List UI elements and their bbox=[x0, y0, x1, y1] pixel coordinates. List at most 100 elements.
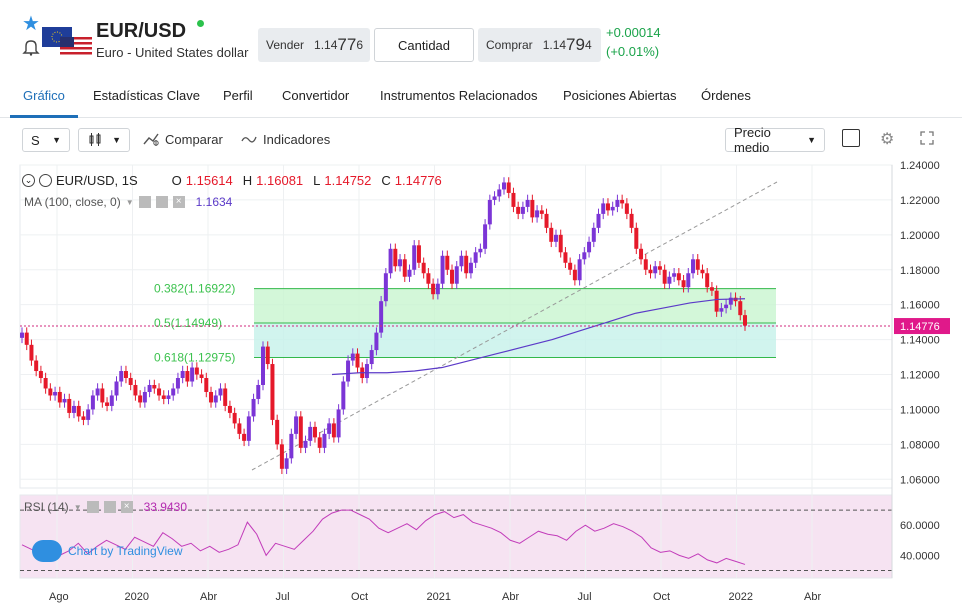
chart-type-select[interactable]: ▼ bbox=[78, 128, 130, 152]
x-tick-label: Abr bbox=[502, 591, 519, 603]
eye-icon[interactable] bbox=[86, 501, 99, 513]
close-icon[interactable]: × bbox=[172, 196, 185, 208]
chevron-down-icon: ▼ bbox=[112, 135, 121, 145]
candle-body bbox=[81, 416, 86, 420]
candle-body bbox=[341, 381, 346, 410]
compare-icon[interactable] bbox=[142, 130, 160, 148]
rsi-value: 33.9430 bbox=[143, 500, 187, 514]
candle-body bbox=[450, 269, 455, 284]
symbol-flag-icon bbox=[39, 174, 52, 187]
candle-body bbox=[256, 384, 261, 399]
x-tick-label: Oct bbox=[351, 591, 368, 603]
fullscreen-icon[interactable] bbox=[920, 131, 934, 145]
quantity-input[interactable]: Cantidad bbox=[374, 28, 474, 62]
candle-body bbox=[629, 213, 634, 228]
candle-body bbox=[48, 388, 53, 396]
eye-icon[interactable] bbox=[138, 196, 151, 208]
candle-body bbox=[497, 189, 502, 197]
candle-body bbox=[346, 360, 351, 382]
fib-label: 0.5(1.14949) bbox=[154, 316, 222, 330]
x-tick-label: Abr bbox=[200, 591, 217, 603]
candle-body bbox=[676, 273, 681, 281]
close-label: C bbox=[381, 173, 391, 188]
candle-body bbox=[166, 395, 171, 399]
collapse-icon[interactable]: ⌄ bbox=[22, 174, 35, 187]
indicators-icon[interactable] bbox=[241, 132, 257, 146]
favorite-star-icon[interactable]: ★ bbox=[22, 13, 40, 35]
chart-canvas[interactable]: 0.382(1.16922) 0.5(1.14949) 0.618(1.12975)… bbox=[12, 160, 962, 610]
candle-body bbox=[743, 315, 747, 326]
candle-body bbox=[43, 378, 48, 389]
candle-body bbox=[180, 371, 185, 379]
y-tick-label: 1.06000 bbox=[900, 474, 940, 486]
compare-button[interactable]: Comparar bbox=[165, 132, 223, 147]
tab-instrumentos[interactable]: Instrumentos Relacionados bbox=[380, 88, 538, 103]
buy-button[interactable]: Comprar 1.14 79 4 bbox=[478, 28, 601, 62]
candle-body bbox=[147, 384, 152, 392]
indicators-button[interactable]: Indicadores bbox=[263, 132, 331, 147]
rsi-tick-label: 40.0000 bbox=[900, 550, 940, 562]
tradingview-branding[interactable]: Chart by TradingView bbox=[32, 540, 183, 562]
candle-body bbox=[171, 388, 176, 396]
snapshot-toggle[interactable] bbox=[842, 129, 860, 147]
candle-body bbox=[605, 203, 610, 211]
tab-perfil[interactable]: Perfil bbox=[223, 88, 253, 103]
candle-body bbox=[20, 332, 24, 338]
candle-body bbox=[667, 276, 672, 284]
rsi-line bbox=[21, 509, 746, 565]
candle-body bbox=[681, 280, 686, 288]
last-price-badge bbox=[894, 318, 950, 335]
tab-posiciones[interactable]: Posiciones Abiertas bbox=[563, 88, 677, 103]
fib-label: 0.618(1.12975) bbox=[154, 350, 235, 364]
close-icon[interactable]: × bbox=[120, 501, 133, 513]
candle-body bbox=[161, 395, 166, 399]
candle-body bbox=[643, 259, 648, 270]
x-tick-label: Ago bbox=[49, 591, 69, 603]
candle-body bbox=[634, 227, 639, 249]
tab-convertidor[interactable]: Convertidor bbox=[282, 88, 350, 103]
price-chart[interactable]: 0.382(1.16922) 0.5(1.14949) 0.618(1.12975)… bbox=[12, 160, 962, 610]
pair-title: EUR/USD bbox=[96, 20, 187, 42]
candle-body bbox=[705, 273, 710, 288]
sell-button[interactable]: Vender 1.14 77 6 bbox=[258, 28, 370, 62]
candle-body bbox=[473, 252, 478, 263]
buy-label: Comprar bbox=[486, 38, 533, 52]
price-mode-select[interactable]: Precio medio ▼ bbox=[725, 125, 825, 155]
interval-value: S bbox=[31, 132, 40, 148]
tab-estadisticas[interactable]: Estadísticas Clave bbox=[93, 88, 200, 103]
candle-body bbox=[100, 388, 105, 403]
candle-body bbox=[383, 273, 388, 302]
candle-body bbox=[29, 344, 34, 361]
candle-body bbox=[738, 301, 743, 316]
candle-body bbox=[700, 269, 705, 274]
candle-body bbox=[317, 437, 322, 448]
candle-body bbox=[624, 203, 629, 214]
settings-icon[interactable] bbox=[103, 501, 116, 513]
chevron-down-icon[interactable]: ▼ bbox=[125, 197, 134, 207]
candle-body bbox=[204, 378, 209, 392]
interval-select[interactable]: S ▼ bbox=[22, 128, 70, 152]
gear-icon[interactable]: ⚙ bbox=[880, 131, 895, 148]
candle-body bbox=[213, 395, 218, 403]
candle-body bbox=[695, 259, 700, 270]
tab-grafico[interactable]: Gráfico bbox=[23, 88, 65, 103]
fib-zone-upper bbox=[254, 288, 776, 324]
candle-body bbox=[284, 458, 289, 469]
tab-ordenes[interactable]: Órdenes bbox=[701, 88, 751, 103]
fib-label: 0.382(1.16922) bbox=[154, 282, 235, 296]
alert-bell-icon[interactable] bbox=[22, 38, 40, 56]
candle-body bbox=[114, 381, 119, 396]
candle-body bbox=[535, 210, 540, 218]
ma-legend: MA (100, close, 0) ▼ × 1.1634 bbox=[24, 195, 232, 209]
candle-body bbox=[530, 199, 535, 218]
settings-icon[interactable] bbox=[155, 196, 168, 208]
chevron-down-icon[interactable]: ▼ bbox=[73, 502, 82, 512]
candle-body bbox=[279, 444, 284, 469]
candle-body bbox=[416, 245, 421, 263]
candle-body bbox=[558, 234, 563, 253]
high-value: 1.16081 bbox=[256, 173, 304, 188]
candle-body bbox=[388, 248, 393, 274]
candle-body bbox=[119, 371, 124, 382]
y-tick-label: 1.12000 bbox=[900, 370, 940, 382]
candle-body bbox=[327, 423, 332, 434]
